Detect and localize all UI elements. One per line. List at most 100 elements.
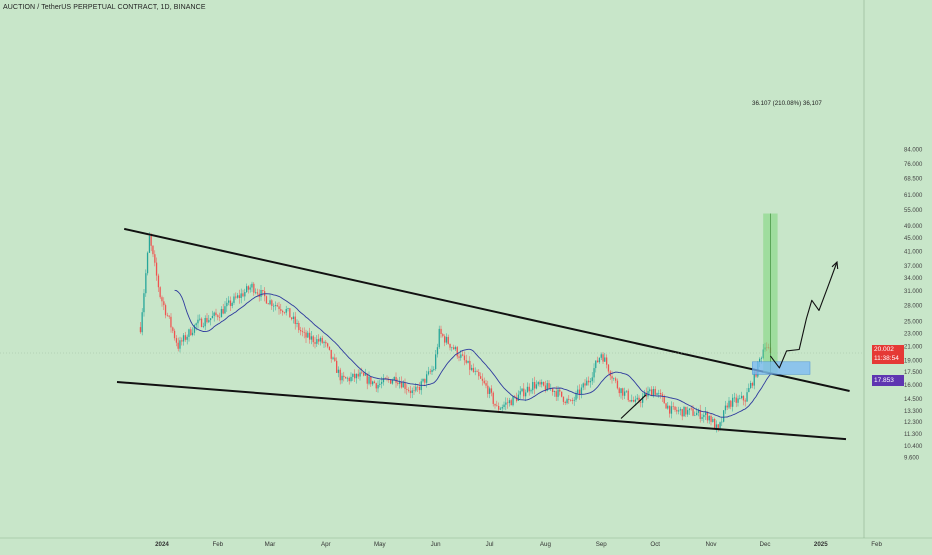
- candle-body: [182, 335, 185, 342]
- candle-body: [652, 389, 655, 396]
- candle-body: [580, 387, 583, 395]
- candle-body: [548, 383, 550, 389]
- candle-body: [717, 424, 719, 429]
- candle-body: [377, 385, 379, 389]
- candle-body: [582, 383, 584, 388]
- candle-body: [688, 408, 691, 411]
- x-tick-label: Jul: [486, 541, 494, 548]
- candle-body: [561, 391, 563, 397]
- candle-body: [697, 409, 700, 413]
- candle-body: [627, 390, 629, 401]
- x-tick-label: Jun: [431, 541, 442, 548]
- candle-body: [381, 382, 383, 384]
- moving-average-line: [174, 289, 771, 418]
- candle-body: [282, 310, 284, 313]
- y-tick-label: 12.300: [904, 420, 923, 426]
- candle-body: [170, 316, 172, 328]
- candle-body: [656, 393, 658, 395]
- candle-body: [474, 371, 476, 372]
- candle-body: [692, 408, 694, 416]
- candle-body: [669, 405, 671, 414]
- candle-body: [733, 397, 736, 399]
- candle-body: [224, 306, 226, 314]
- candle-body: [294, 316, 296, 324]
- candle-body: [739, 398, 741, 399]
- candle-body: [287, 308, 289, 309]
- candle-body: [703, 414, 705, 418]
- candle-body: [426, 374, 428, 383]
- candle-body: [141, 312, 143, 333]
- candle-body: [744, 400, 746, 402]
- candle-body: [469, 360, 471, 370]
- candle-body: [327, 343, 329, 347]
- candle-body: [168, 315, 170, 317]
- candle-body: [447, 336, 449, 344]
- candle-body: [400, 381, 403, 388]
- candle-body: [489, 388, 491, 394]
- candle-body: [643, 392, 646, 397]
- y-tick-label: 25.000: [904, 320, 923, 326]
- candle-body: [543, 382, 545, 386]
- candle-body: [661, 394, 664, 397]
- y-tick-label: 10.400: [904, 444, 923, 450]
- candle-body: [436, 347, 439, 355]
- candle-body: [417, 386, 419, 388]
- candle-body: [303, 332, 305, 333]
- candle-body: [242, 293, 244, 297]
- candle-body: [505, 402, 507, 405]
- candle-body: [526, 386, 529, 393]
- candle-body: [154, 254, 156, 263]
- candle-body: [139, 327, 142, 333]
- candle-body: [492, 392, 494, 404]
- x-tick-label: 2024: [155, 541, 169, 548]
- candle-body: [341, 375, 343, 381]
- candle-body: [514, 396, 516, 397]
- candle-body: [328, 346, 331, 350]
- support-trendline: [116, 381, 847, 441]
- candle-body: [575, 393, 577, 400]
- candle-body: [373, 381, 376, 384]
- candle-body: [393, 377, 395, 381]
- candle-body: [721, 421, 723, 423]
- candle-body: [199, 318, 201, 320]
- candle-body: [391, 380, 394, 384]
- candle-body: [411, 390, 413, 393]
- candle-body: [255, 292, 257, 293]
- candle-body: [352, 373, 354, 377]
- y-tick-label: 11.300: [904, 432, 923, 438]
- candle-body: [714, 419, 716, 429]
- candle-body: [481, 378, 484, 381]
- support-zone-box: [752, 361, 811, 375]
- candle-body: [593, 368, 595, 378]
- candle-body: [732, 397, 734, 407]
- candle-body: [244, 292, 246, 297]
- candle-body: [433, 369, 435, 370]
- y-tick-label: 16.000: [904, 383, 923, 389]
- candle-body: [296, 323, 298, 324]
- candle-body: [453, 347, 455, 350]
- candle-body: [213, 312, 215, 316]
- candle-body: [555, 391, 557, 397]
- candle-body: [409, 390, 412, 394]
- candle-body: [660, 393, 662, 395]
- candle-body: [598, 357, 601, 363]
- candle-body: [571, 400, 574, 401]
- candle-body: [517, 394, 520, 401]
- candle-body: [300, 330, 302, 332]
- candle-body: [332, 357, 334, 359]
- candle-body: [271, 300, 273, 306]
- candle-body: [728, 400, 730, 408]
- candle-body: [444, 336, 446, 343]
- candle-body: [525, 392, 527, 397]
- candle-body: [413, 390, 415, 391]
- candle-body: [706, 412, 709, 421]
- x-tick-label: Mar: [265, 541, 276, 548]
- candle-body: [685, 406, 687, 415]
- candle-body: [726, 405, 728, 408]
- candle-body: [200, 318, 203, 327]
- candle-body: [535, 384, 538, 389]
- candle-body: [462, 354, 464, 356]
- candle-body: [181, 340, 183, 342]
